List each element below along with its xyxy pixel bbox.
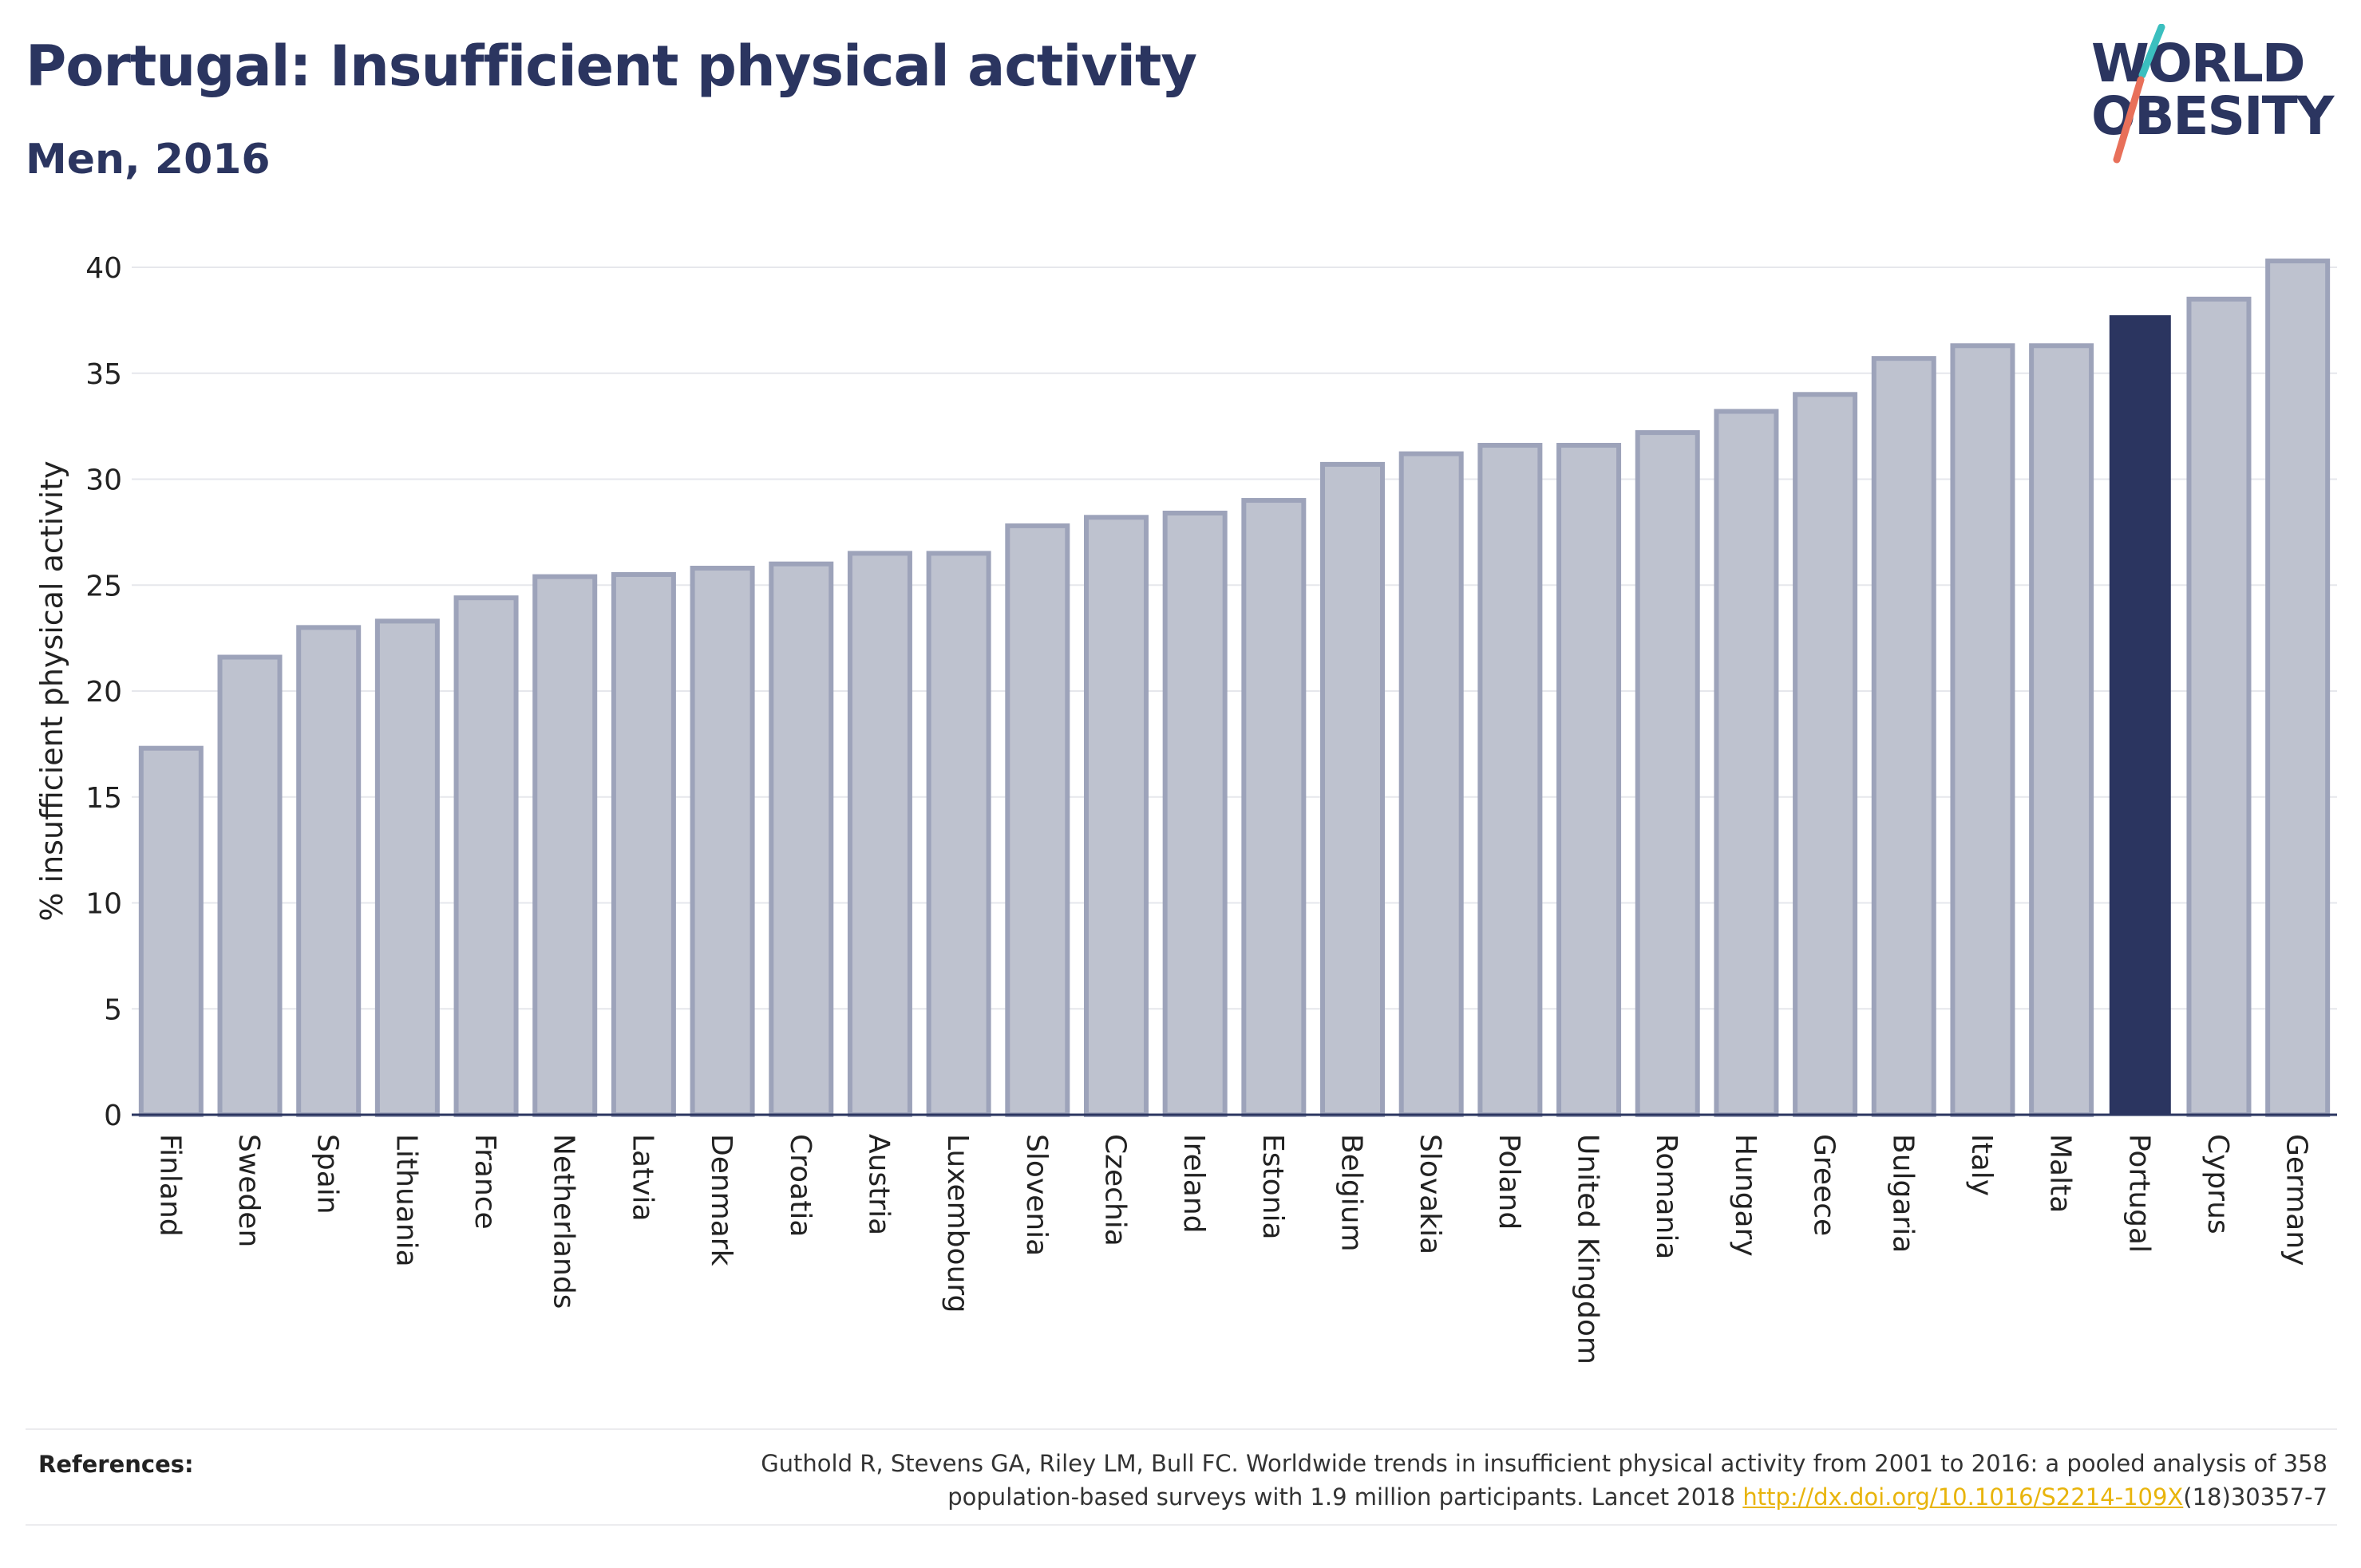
bar-lithuania[interactable] bbox=[374, 618, 440, 1117]
x-tick-label: Germany bbox=[2280, 1134, 2313, 1266]
bar-italy[interactable] bbox=[1950, 343, 2015, 1117]
bar-slovenia[interactable] bbox=[1005, 523, 1070, 1117]
x-tick-label: Belgium bbox=[1335, 1134, 1368, 1252]
bar-greece[interactable] bbox=[1793, 392, 1858, 1117]
x-tick-label: Malta bbox=[2044, 1134, 2077, 1213]
x-tick-label: Italy bbox=[1965, 1134, 1998, 1196]
y-tick-label: 25 bbox=[85, 570, 122, 602]
bar-latvia[interactable] bbox=[611, 571, 676, 1117]
references-top-divider bbox=[26, 1428, 2337, 1430]
bar-united-kingdom[interactable] bbox=[1556, 443, 1622, 1117]
x-tick-label: Romania bbox=[1650, 1134, 1683, 1259]
x-tick-label: Slovakia bbox=[1414, 1134, 1446, 1254]
y-axis-label: % insufficient physical activity bbox=[34, 460, 69, 921]
bar-croatia[interactable] bbox=[769, 561, 834, 1117]
x-tick-label: Spain bbox=[311, 1134, 344, 1215]
logo-slash-top bbox=[2138, 24, 2165, 79]
bar-france[interactable] bbox=[453, 595, 519, 1117]
bar-germany[interactable] bbox=[2265, 259, 2331, 1117]
logo-slash-bottom bbox=[2113, 76, 2145, 164]
x-tick-label: Ireland bbox=[1177, 1134, 1210, 1234]
reference-line-2-end: (18)30357-7 bbox=[2183, 1483, 2327, 1511]
bar-ireland[interactable] bbox=[1162, 510, 1228, 1117]
x-tick-label: Portugal bbox=[2122, 1134, 2155, 1253]
reference-line-1: Guthold R, Stevens GA, Riley LM, Bull FC… bbox=[761, 1450, 2327, 1477]
bar-denmark[interactable] bbox=[690, 566, 755, 1117]
bar-estonia[interactable] bbox=[1241, 498, 1307, 1117]
y-tick-label: 30 bbox=[85, 464, 122, 497]
x-axis-ticks: Finland Sweden Spain Lithuania France Netherl… bbox=[153, 1134, 2312, 1365]
x-tick-label: Netherlands bbox=[548, 1134, 580, 1309]
x-tick-label: Hungary bbox=[1729, 1134, 1762, 1257]
bars bbox=[138, 259, 2331, 1118]
x-tick-label: Luxembourg bbox=[941, 1134, 974, 1313]
bar-portugal[interactable] bbox=[2109, 315, 2171, 1116]
x-tick-label: Bulgaria bbox=[1886, 1134, 1919, 1253]
reference-doi-link[interactable]: http://dx.doi.org/10.1016/S2214-109X bbox=[1742, 1483, 2184, 1511]
x-tick-label: Latvia bbox=[626, 1134, 658, 1222]
x-tick-label: Austria bbox=[862, 1134, 895, 1235]
y-tick-label: 5 bbox=[104, 993, 122, 1026]
bar-czechia[interactable] bbox=[1083, 515, 1149, 1117]
y-tick-label: 10 bbox=[85, 888, 122, 921]
y-tick-label: 40 bbox=[85, 252, 122, 285]
x-tick-label: Lithuania bbox=[390, 1134, 422, 1267]
y-tick-label: 20 bbox=[85, 676, 122, 709]
x-tick-label: Slovenia bbox=[1020, 1134, 1053, 1256]
x-tick-label: Poland bbox=[1493, 1134, 1525, 1230]
y-tick-label: 15 bbox=[85, 782, 122, 815]
bar-sweden[interactable] bbox=[217, 654, 283, 1117]
y-tick-label: 0 bbox=[104, 1100, 122, 1132]
y-tick-label: 35 bbox=[85, 358, 122, 391]
bar-austria[interactable] bbox=[847, 551, 912, 1117]
bar-luxembourg[interactable] bbox=[926, 551, 991, 1117]
references-bottom-divider bbox=[26, 1524, 2337, 1526]
references-label: References: bbox=[38, 1451, 194, 1478]
x-tick-label: Finland bbox=[153, 1134, 186, 1237]
bar-chart: 0 5 10 15 20 25 30 35 40 Finland Sweden Spain Lithu… bbox=[34, 252, 2337, 1365]
x-tick-label: Czechia bbox=[1098, 1134, 1131, 1246]
chart-subtitle: Men, 2016 bbox=[26, 136, 271, 184]
bar-hungary[interactable] bbox=[1714, 409, 1779, 1117]
chart-title: Portugal: Insufficient physical activity bbox=[26, 34, 1197, 99]
references-text: Guthold R, Stevens GA, Riley LM, Bull FC… bbox=[571, 1447, 2327, 1514]
bar-malta[interactable] bbox=[2029, 343, 2094, 1117]
bar-belgium[interactable] bbox=[1320, 461, 1386, 1117]
world-obesity-logo: WORLD OBESITY bbox=[2091, 24, 2337, 164]
bar-slovakia[interactable] bbox=[1398, 451, 1464, 1117]
bar-netherlands[interactable] bbox=[532, 574, 598, 1117]
bar-spain[interactable] bbox=[296, 625, 362, 1117]
x-tick-label: Cyprus bbox=[2201, 1134, 2234, 1234]
logo-word-world: WORLD bbox=[2091, 33, 2304, 94]
x-tick-label: Croatia bbox=[784, 1134, 817, 1237]
x-tick-label: Greece bbox=[1808, 1134, 1841, 1236]
x-tick-label: Denmark bbox=[705, 1134, 738, 1266]
bar-bulgaria[interactable] bbox=[1871, 356, 1936, 1118]
x-tick-label: United Kingdom bbox=[1572, 1134, 1604, 1365]
bar-cyprus[interactable] bbox=[2186, 296, 2252, 1117]
x-tick-label: Estonia bbox=[1256, 1134, 1289, 1240]
y-axis-ticks: 0 5 10 15 20 25 30 35 40 bbox=[85, 252, 122, 1132]
x-tick-label: France bbox=[469, 1134, 501, 1230]
bar-poland[interactable] bbox=[1477, 443, 1543, 1117]
bar-finland[interactable] bbox=[138, 745, 204, 1117]
bar-romania[interactable] bbox=[1635, 430, 1700, 1117]
x-tick-label: Sweden bbox=[232, 1134, 265, 1247]
reference-line-2: population-based surveys with 1.9 millio… bbox=[947, 1483, 1743, 1511]
